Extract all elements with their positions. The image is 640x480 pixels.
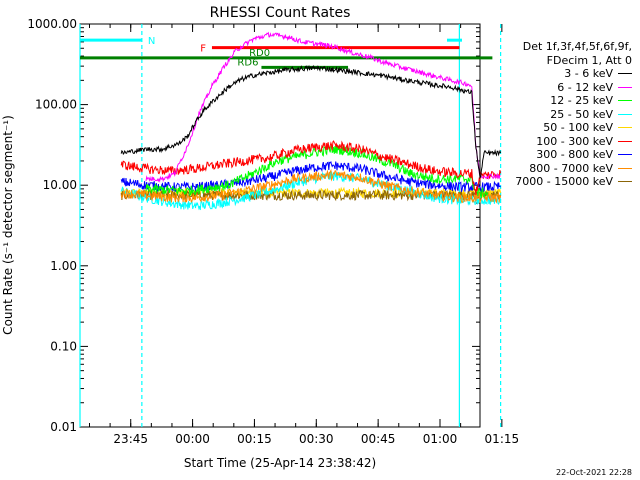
series-line: [120, 160, 501, 194]
y-tick-label: 100.00: [35, 98, 77, 112]
x-axis-label: Start Time (25-Apr-14 23:38:42): [184, 456, 376, 470]
series-line: [120, 64, 502, 180]
x-tick-label: 01:15: [485, 432, 520, 446]
legend: Det 1f,3f,4f,5f,6f,9f, FDecim 1, Att 0 3…: [482, 40, 632, 189]
legend-swatch: [618, 113, 632, 115]
series-line: [145, 31, 501, 183]
legend-entry-label: 100 - 300 keV: [536, 134, 613, 148]
legend-entry-label: 25 - 50 keV: [550, 107, 613, 121]
legend-entry-label: 7000 - 15000 keV: [515, 175, 613, 188]
legend-header-line-2: FDecim 1, Att 0: [546, 53, 632, 67]
legend-rows: 3 - 6 keV 6 - 12 keV 12 - 25 keV 25 - 50 ke…: [482, 67, 632, 189]
y-tick-label: 10.00: [43, 178, 77, 192]
legend-entry-label: 12 - 25 keV: [550, 94, 613, 107]
legend-entry: 12 - 25 keV: [482, 94, 632, 108]
timestamp-stamp: 22-Oct-2021 22:28: [556, 468, 632, 477]
legend-entry: 6 - 12 keV: [482, 81, 632, 95]
legend-entry: 3 - 6 keV: [482, 67, 632, 81]
legend-entry-label: 6 - 12 keV: [557, 80, 613, 94]
legend-entry-label: 3 - 6 keV: [564, 67, 613, 80]
legend-entry-label: 800 - 7000 keV: [529, 161, 613, 175]
x-tick-label: 23:45: [113, 432, 148, 446]
x-tick-label: 00:45: [361, 432, 396, 446]
legend-swatch: [618, 154, 632, 156]
legend-entry-label: 50 - 100 keV: [543, 121, 613, 134]
legend-header-line-1: Det 1f,3f,4f,5f,6f,9f,: [522, 40, 632, 53]
legend-entry: 300 - 800 keV: [482, 148, 632, 162]
flag-label-f: F: [200, 44, 206, 55]
legend-entry: 800 - 7000 keV: [482, 162, 632, 176]
legend-swatch: [618, 181, 632, 183]
flag-label-rd6: RD6: [237, 57, 258, 68]
legend-swatch: [618, 73, 632, 75]
series-line: [145, 144, 489, 199]
legend-entry: 100 - 300 keV: [482, 135, 632, 149]
legend-swatch: [618, 100, 632, 102]
y-tick-label: 1000.00: [27, 17, 77, 31]
flag-label-n: N: [148, 36, 155, 47]
x-tick-labels: 23:45 00:00 00:15 00:30 00:45 01:00 01:15: [113, 432, 519, 446]
legend-entry: 25 - 50 keV: [482, 108, 632, 122]
legend-entry-label: 300 - 800 keV: [536, 148, 613, 161]
x-tick-label: 00:30: [299, 432, 334, 446]
legend-swatch: [618, 140, 632, 142]
x-tick-label: 01:00: [423, 432, 458, 446]
axis-ticks: [80, 23, 503, 428]
flag-label-rd0: RD0: [249, 48, 270, 59]
x-tick-label: 00:00: [175, 432, 210, 446]
legend-entry: 50 - 100 keV: [482, 121, 632, 135]
series-layer: [120, 31, 502, 211]
legend-swatch: [618, 167, 632, 169]
y-axis-label: Count Rate (s⁻¹ detector segment⁻¹): [1, 115, 15, 335]
series-line: [120, 140, 502, 196]
x-tick-label: 00:15: [237, 432, 272, 446]
y-tick-label: 1.00: [50, 259, 77, 273]
legend-entry: 7000 - 15000 keV: [482, 175, 632, 189]
y-tick-label: 0.10: [50, 339, 77, 353]
legend-swatch: [618, 127, 632, 129]
y-tick-label: 0.01: [50, 420, 77, 434]
chart-title: RHESSI Count Rates: [210, 5, 351, 21]
legend-swatch: [618, 86, 632, 88]
y-tick-labels: 1000.00 100.00 10.00 1.00 0.10 0.01: [27, 17, 77, 434]
